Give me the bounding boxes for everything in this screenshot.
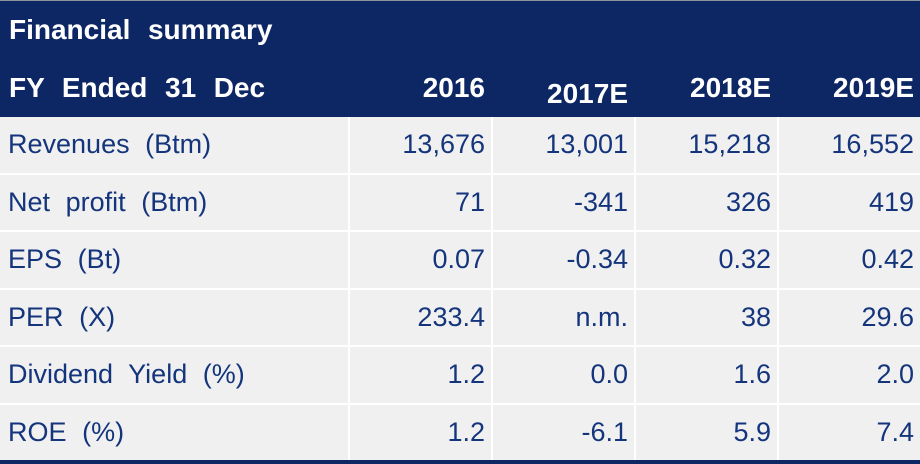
cell-value: 1.6 <box>636 347 777 403</box>
table-body: Revenues (Btm) 13,676 13,001 15,218 16,552 Ne… <box>0 117 920 460</box>
cell-value: 0.0 <box>493 347 634 403</box>
row-label: EPS (Bt) <box>0 232 348 288</box>
cell-value: 419 <box>779 174 920 230</box>
column-header-2019e-label: 2019E <box>833 72 914 103</box>
column-header-2016-label: 2016 <box>422 72 485 103</box>
cell-value: 13,676 <box>350 117 491 173</box>
cell-value: 13,001 <box>493 117 634 173</box>
cell-value: 38 <box>636 289 777 345</box>
cell-value: -341 <box>493 174 634 230</box>
cell-value: 1.2 <box>350 347 491 403</box>
column-header-row: FY Ended 31 Dec 2016 2017E 2018E 2019E <box>0 59 920 117</box>
cell-value: 71 <box>350 174 491 230</box>
cell-value: 233.4 <box>350 289 491 345</box>
column-header-2017e: 2017E <box>493 72 634 109</box>
column-header-2018e: 2018E <box>636 72 777 104</box>
cell-value: -0.34 <box>493 232 634 288</box>
cell-value: 0.07 <box>350 232 491 288</box>
column-header-2018e-label: 2018E <box>690 72 771 103</box>
row-label: Revenues (Btm) <box>0 117 348 173</box>
cell-value: 326 <box>636 174 777 230</box>
cell-value: 5.9 <box>636 404 777 460</box>
table-header-band: Financial summary FY Ended 31 Dec 2016 2… <box>0 0 920 117</box>
row-header-label: FY Ended 31 Dec <box>9 72 266 103</box>
title-row: Financial summary <box>0 1 920 59</box>
bottom-border <box>0 460 920 464</box>
cell-value: 7.4 <box>779 404 920 460</box>
row-label: PER (X) <box>0 289 348 345</box>
column-header-2016: 2016 <box>350 72 491 104</box>
row-label: ROE (%) <box>0 404 348 460</box>
column-header-2017e-label: 2017E <box>547 78 628 109</box>
cell-value: 16,552 <box>779 117 920 173</box>
cell-value: 29.6 <box>779 289 920 345</box>
cell-value: 1.2 <box>350 404 491 460</box>
cell-value: -6.1 <box>493 404 634 460</box>
column-header-2019e: 2019E <box>779 72 920 104</box>
row-label: Net profit (Btm) <box>0 174 348 230</box>
table-title: Financial summary <box>9 14 273 45</box>
cell-value: 15,218 <box>636 117 777 173</box>
cell-value: 2.0 <box>779 347 920 403</box>
cell-value: 0.32 <box>636 232 777 288</box>
row-label: Dividend Yield (%) <box>0 347 348 403</box>
cell-value: 0.42 <box>779 232 920 288</box>
cell-value: n.m. <box>493 289 634 345</box>
